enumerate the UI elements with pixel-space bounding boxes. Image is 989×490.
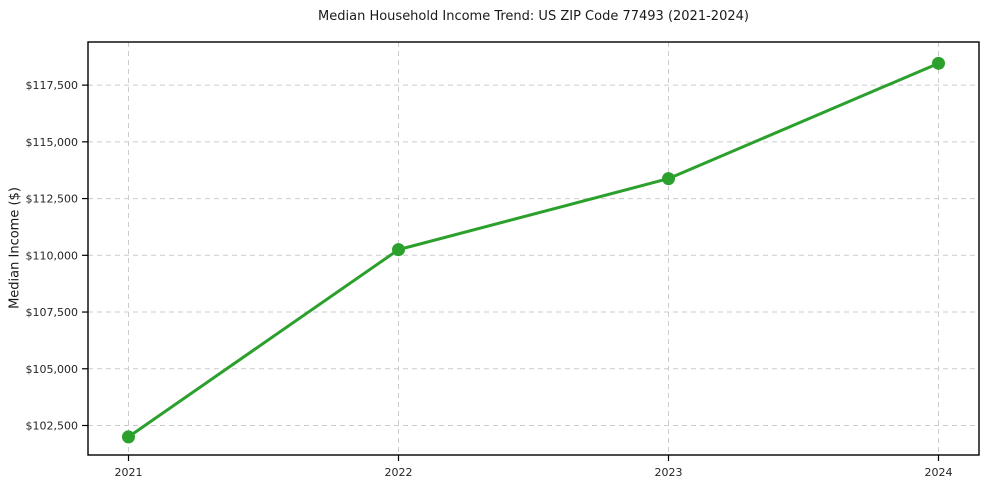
- trend-line: [127, 61, 940, 439]
- x-tick-label: 2021: [115, 466, 143, 479]
- data-point-2023: [662, 172, 675, 186]
- y-tick-label: $112,500: [26, 193, 79, 206]
- plot-border: [87, 41, 980, 456]
- y-tick-label: $102,500: [26, 420, 79, 433]
- y-tick-label: $107,500: [26, 306, 79, 319]
- y-tick-label: $117,500: [26, 79, 79, 92]
- y-tick-label: $110,000: [26, 249, 79, 262]
- chart-title: Median Household Income Trend: US ZIP Co…: [318, 9, 749, 24]
- y-tick-label: $105,000: [26, 363, 79, 376]
- data-point-2022: [392, 243, 405, 257]
- y-tick-label: $115,000: [26, 136, 79, 149]
- data-point-2021: [122, 430, 135, 444]
- x-tick-label: 2022: [385, 466, 413, 479]
- x-tick-label: 2023: [655, 466, 683, 479]
- data-point-2024: [932, 56, 945, 70]
- x-tick-label: 2024: [925, 466, 953, 479]
